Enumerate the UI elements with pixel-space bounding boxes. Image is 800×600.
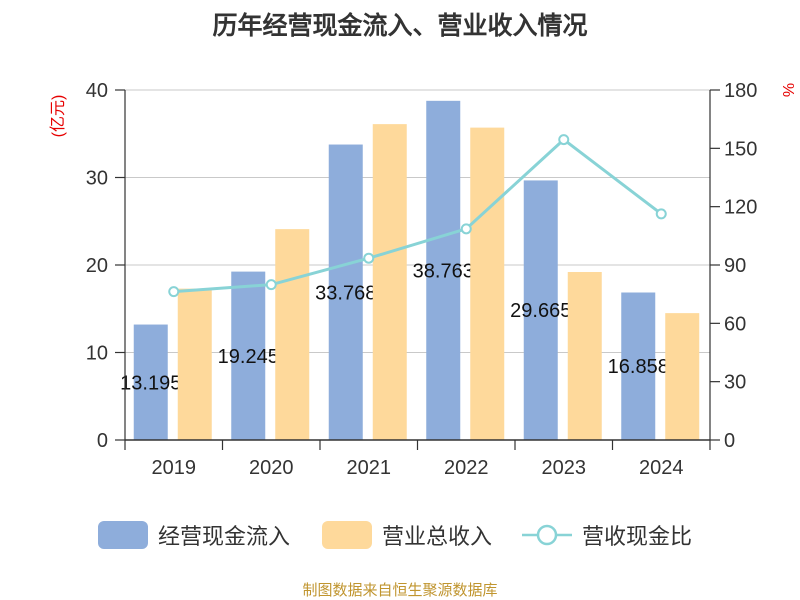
bar-revenue [567, 272, 602, 440]
line-point-cash-ratio [168, 286, 180, 298]
legend-label-revenue: 营业总收入 [382, 524, 493, 549]
y-right-tick-label: 120 [724, 197, 757, 219]
legend-item-revenue[interactable]: 营业总收入 [322, 520, 492, 550]
legend-item-cash-inflow[interactable]: 经营现金流入 [98, 520, 290, 550]
bar-cash-inflow [426, 100, 461, 440]
y-right-tick-label: 60 [724, 313, 746, 335]
bar-revenue [275, 229, 310, 440]
line-point-cash-ratio [363, 252, 375, 264]
legend-label-cash-inflow: 经营现金流入 [158, 524, 291, 549]
x-tick-label: 2024 [639, 457, 684, 479]
x-tick-label: 2023 [542, 457, 587, 479]
y-left-tick-label: 10 [86, 343, 108, 365]
x-tick-label: 2022 [444, 457, 489, 479]
chart-title: 历年经营现金流入、营业收入情况 [212, 12, 588, 40]
y-left-axis-label: (亿元) [49, 95, 67, 138]
legend-swatch-revenue [322, 521, 372, 549]
legend-item-cash-ratio[interactable]: 营收现金比 [522, 520, 692, 550]
bar-data-label: 33.768 [315, 282, 376, 304]
bar-revenue [665, 313, 700, 440]
bar-cash-inflow [621, 292, 656, 440]
x-tick-label: 2019 [152, 457, 197, 479]
bar-data-label: 29.665 [510, 300, 571, 322]
legend-label-cash-ratio: 营收现金比 [582, 524, 693, 549]
y-left-tick-label: 0 [97, 430, 108, 452]
bar-revenue [372, 124, 407, 440]
bar-revenue [177, 288, 212, 440]
bar-data-label: 13.195 [120, 372, 181, 394]
bar-cash-inflow [133, 324, 168, 440]
y-right-tick-label: 0 [724, 430, 735, 452]
y-right-axis-label: % [779, 83, 796, 97]
bar-data-label: 38.763 [413, 260, 474, 282]
y-right-tick-label: 90 [724, 255, 746, 277]
line-point-cash-ratio [558, 134, 570, 146]
legend-swatch-cash-inflow [98, 521, 148, 549]
bar-cash-inflow [328, 144, 363, 440]
y-right-tick-label: 150 [724, 138, 757, 160]
y-right-tick-label: 30 [724, 372, 746, 394]
line-cash-ratio [173, 137, 663, 294]
x-tick-label: 2021 [347, 457, 392, 479]
line-point-cash-ratio [460, 223, 472, 235]
line-point-cash-ratio [265, 279, 277, 291]
bar-data-label: 19.245 [218, 346, 279, 368]
bar-revenue [470, 127, 505, 440]
y-left-tick-label: 20 [86, 255, 108, 277]
bar-cash-inflow [523, 180, 558, 440]
legend-swatch-cash-ratio [522, 524, 572, 546]
bar-cash-inflow [231, 271, 266, 440]
y-right-tick-label: 180 [724, 80, 757, 102]
x-tick-label: 2020 [249, 457, 294, 479]
line-point-cash-ratio [655, 208, 667, 220]
legend-swatch-marker [536, 524, 558, 546]
y-left-tick-label: 40 [86, 80, 108, 102]
source-footer: 制图数据来自恒生聚源数据库 [302, 582, 498, 599]
y-left-tick-label: 30 [86, 168, 108, 190]
bar-data-label: 16.858 [608, 356, 669, 378]
